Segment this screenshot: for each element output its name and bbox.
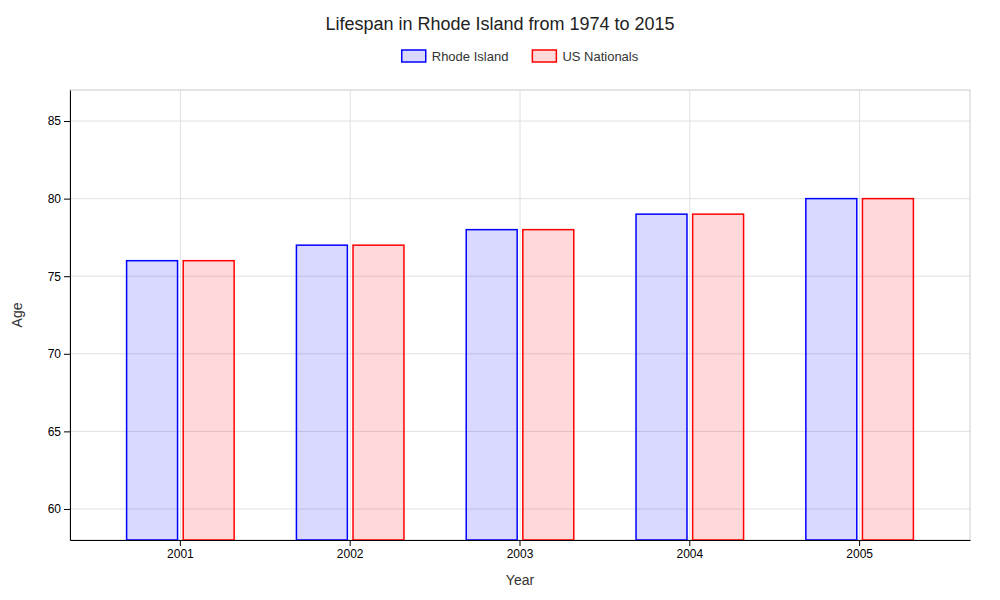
chart: 2001 2002 2003 2004 2005 60 65 70 75 80 85 Year Age L… xyxy=(0,0,1000,600)
y-tick-mark xyxy=(64,199,70,200)
x-tick-mark xyxy=(180,540,181,546)
bar xyxy=(296,245,347,540)
x-tick-label: 2005 xyxy=(846,547,873,561)
x-tick-label: 2003 xyxy=(507,547,534,561)
y-tick-label: 80 xyxy=(48,192,62,206)
grid-line xyxy=(859,90,860,540)
grid-line xyxy=(350,90,351,540)
y-tick-label: 60 xyxy=(48,502,62,516)
y-tick-mark xyxy=(64,509,70,510)
legend-item: Rhode Island xyxy=(402,49,509,64)
plot: 2001 2002 2003 2004 2005 60 65 70 75 80 85 xyxy=(48,90,971,561)
y-axis: 60 65 70 75 80 85 xyxy=(48,91,71,541)
legend: Rhode Island US Nationals xyxy=(402,49,639,64)
x-tick: 2003 xyxy=(507,540,534,561)
y-tick: 80 xyxy=(48,192,70,206)
bar xyxy=(353,245,404,540)
x-tick: 2002 xyxy=(337,540,364,561)
grid xyxy=(70,90,970,540)
x-tick-mark xyxy=(689,540,690,546)
y-tick-mark xyxy=(64,431,70,432)
bar xyxy=(523,230,574,540)
x-tick: 2005 xyxy=(846,540,873,561)
x-tick-label: 2001 xyxy=(167,547,194,561)
legend-label: Rhode Island xyxy=(432,49,509,64)
legend-label: US Nationals xyxy=(562,49,638,64)
y-tick: 65 xyxy=(48,425,70,439)
y-tick-label: 65 xyxy=(48,425,62,439)
bar xyxy=(693,214,744,540)
bar xyxy=(127,261,178,540)
x-tick-label: 2002 xyxy=(337,547,364,561)
y-tick-mark xyxy=(64,354,70,355)
series xyxy=(127,199,857,540)
y-tick-label: 75 xyxy=(48,270,62,284)
y-tick-label: 85 xyxy=(48,114,62,128)
y-tick-mark xyxy=(64,276,70,277)
legend-item: US Nationals xyxy=(532,49,638,64)
grid-line xyxy=(520,90,521,540)
y-tick: 85 xyxy=(48,114,70,128)
bar xyxy=(466,230,517,540)
x-axis-title: Year xyxy=(506,572,535,588)
legend-swatch xyxy=(402,50,426,62)
bar xyxy=(862,199,913,540)
y-tick-mark xyxy=(64,121,70,122)
title: Lifespan in Rhode Island from 1974 to 20… xyxy=(325,14,674,34)
x-tick-mark xyxy=(859,540,860,546)
x-tick-label: 2004 xyxy=(676,547,703,561)
x-tick: 2001 xyxy=(167,540,194,561)
plot-frame xyxy=(70,90,970,540)
y-tick: 70 xyxy=(48,347,70,361)
grid-line xyxy=(180,90,181,540)
series xyxy=(183,199,913,540)
x-tick-mark xyxy=(350,540,351,546)
x-axis: 2001 2002 2003 2004 2005 xyxy=(71,540,971,561)
bar xyxy=(806,199,857,540)
y-axis-title: Age xyxy=(9,302,25,327)
bar xyxy=(183,261,234,540)
bars xyxy=(127,199,914,540)
grid-line xyxy=(689,90,690,540)
y-tick-label: 70 xyxy=(48,347,62,361)
x-tick: 2004 xyxy=(676,540,703,561)
x-tick-mark xyxy=(520,540,521,546)
y-tick: 75 xyxy=(48,270,70,284)
legend-swatch xyxy=(532,50,556,62)
y-axis-line xyxy=(70,91,71,541)
y-tick: 60 xyxy=(48,502,70,516)
bar xyxy=(636,214,687,540)
